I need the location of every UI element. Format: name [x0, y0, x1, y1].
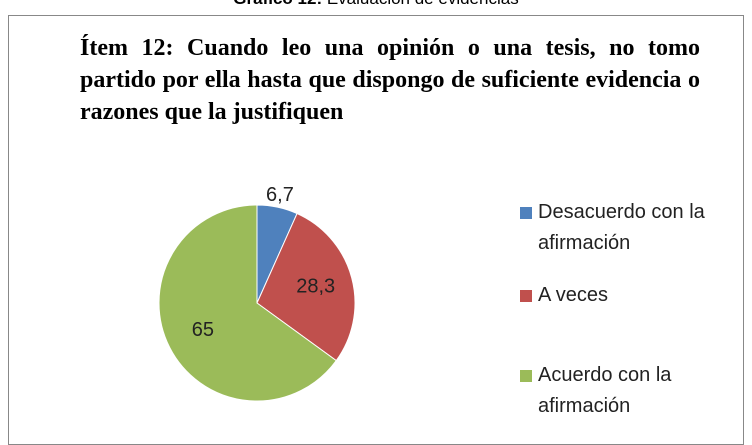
legend-swatch	[520, 207, 532, 219]
caption-label: Gráfico 12:	[233, 0, 322, 8]
legend-swatch	[520, 290, 532, 302]
chart-title: Ítem 12: Cuando leo una opinión o una te…	[80, 35, 700, 125]
legend-label: Desacuerdo con la afirmación	[538, 201, 705, 254]
caption-text: Evaluación de evidencias	[327, 0, 519, 8]
pie-slice	[158, 204, 337, 402]
pie-slice	[256, 212, 356, 362]
legend-entry: A veces	[518, 280, 738, 311]
legend-swatch	[520, 370, 532, 382]
legend-label: Acuerdo con la afirmación	[538, 364, 672, 417]
data-label: 28,3	[296, 276, 335, 298]
data-label: 6,7	[266, 184, 294, 206]
data-label: 65	[192, 319, 214, 341]
caption: Gráfico 12: Evaluación de evidencias	[0, 0, 752, 9]
legend-label: A veces	[538, 284, 609, 306]
legend-entry: Desacuerdo con la afirmación	[518, 197, 738, 259]
legend-entry: Acuerdo con la afirmación	[518, 360, 738, 422]
